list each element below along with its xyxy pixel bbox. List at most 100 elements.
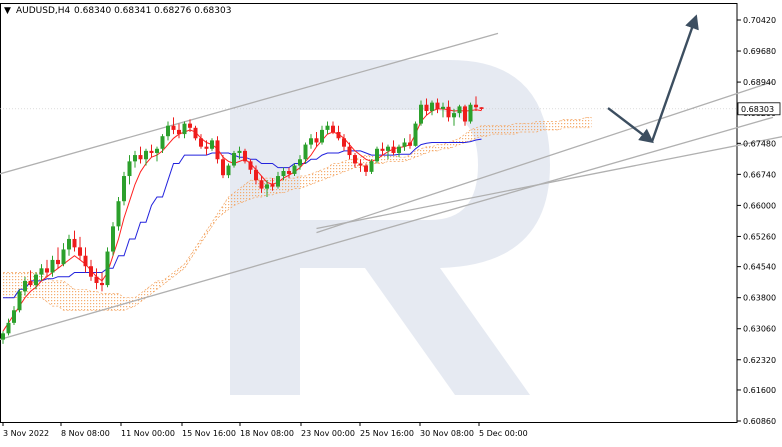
candle bbox=[392, 140, 396, 155]
candle bbox=[397, 145, 401, 158]
candle-body bbox=[353, 155, 357, 163]
candle bbox=[62, 243, 66, 266]
candle-body bbox=[474, 105, 478, 108]
candle-body bbox=[122, 176, 126, 201]
candle bbox=[326, 122, 330, 135]
candle bbox=[243, 149, 247, 164]
current-price-label: 0.68303 bbox=[741, 105, 774, 114]
candle-body bbox=[199, 138, 203, 146]
candle-body bbox=[73, 239, 77, 247]
forecast-arrows bbox=[608, 17, 696, 142]
candle bbox=[337, 126, 341, 141]
candle-body bbox=[337, 132, 341, 138]
candle bbox=[430, 101, 434, 116]
candle bbox=[177, 124, 181, 139]
candle bbox=[67, 235, 71, 256]
candle-body bbox=[232, 153, 236, 166]
y-tick-label: 0.63060 bbox=[743, 325, 776, 334]
candle-body bbox=[78, 247, 82, 255]
candle bbox=[403, 138, 407, 151]
candle bbox=[309, 134, 313, 149]
y-tick-label: 0.60860 bbox=[743, 417, 776, 426]
candle bbox=[18, 289, 22, 312]
candle bbox=[128, 155, 132, 184]
candle bbox=[348, 142, 352, 159]
x-tick-label: 8 Nov 08:00 bbox=[61, 429, 110, 438]
header-triangle[interactable]: ▼ bbox=[4, 6, 11, 16]
candle-body bbox=[12, 310, 16, 323]
candle-body bbox=[183, 124, 187, 134]
x-tick-label: 11 Nov 00:00 bbox=[121, 429, 175, 438]
x-tick-label: 23 Nov 00:00 bbox=[301, 429, 355, 438]
candle-body bbox=[172, 126, 176, 130]
candle-body bbox=[139, 155, 143, 159]
candle-body bbox=[463, 106, 467, 121]
candle-body bbox=[56, 260, 60, 264]
candle-body bbox=[155, 149, 159, 153]
candle-body bbox=[309, 138, 313, 144]
candle bbox=[161, 134, 165, 153]
candle-body bbox=[447, 107, 451, 117]
ohlc-values: 0.68340 0.68341 0.68276 0.68303 bbox=[74, 6, 231, 16]
candle bbox=[210, 138, 214, 151]
candle-body bbox=[95, 277, 99, 283]
y-tick-label: 0.61600 bbox=[743, 386, 776, 395]
y-tick-label: 0.67480 bbox=[743, 139, 776, 148]
candle bbox=[469, 103, 473, 124]
candle-body bbox=[414, 124, 418, 146]
candle-body bbox=[392, 147, 396, 153]
candle-body bbox=[458, 106, 462, 113]
forecast-arrow-1 bbox=[608, 108, 652, 142]
y-tick-label: 0.64540 bbox=[743, 263, 776, 272]
candle bbox=[150, 145, 154, 158]
candle bbox=[144, 149, 148, 166]
candle-body bbox=[45, 268, 49, 272]
candle bbox=[12, 306, 16, 325]
candle-body bbox=[166, 126, 170, 136]
y-tick-label: 0.66000 bbox=[743, 201, 776, 210]
candle-body bbox=[238, 151, 242, 153]
candle-body bbox=[194, 128, 198, 138]
candle-body bbox=[315, 138, 319, 142]
candle-body bbox=[23, 281, 27, 291]
candle-body bbox=[370, 161, 374, 171]
candle-body bbox=[210, 140, 214, 148]
candle bbox=[375, 147, 379, 164]
candle-body bbox=[100, 283, 104, 285]
y-tick-label: 0.66740 bbox=[743, 170, 776, 179]
candle-body bbox=[342, 138, 346, 146]
candle-body bbox=[243, 151, 247, 161]
y-tick-label: 0.63800 bbox=[743, 294, 776, 303]
y-tick-label: 0.68940 bbox=[743, 78, 776, 87]
candle-body bbox=[452, 113, 456, 117]
candle bbox=[381, 142, 385, 155]
x-tick-label: 3 Nov 2022 bbox=[3, 429, 49, 438]
chart-header: ▼ AUDUSD,H4 0.68340 0.68341 0.68276 0.68… bbox=[4, 6, 231, 16]
candle-body bbox=[128, 161, 132, 176]
candle bbox=[45, 260, 49, 277]
candle-body bbox=[221, 159, 225, 175]
candle-body bbox=[34, 275, 38, 285]
candle-body bbox=[282, 171, 286, 176]
candle-body bbox=[271, 184, 275, 186]
symbol-timeframe: AUDUSD,H4 bbox=[16, 6, 71, 16]
candle-body bbox=[84, 256, 88, 266]
candle-body bbox=[260, 180, 264, 188]
candle-body bbox=[254, 170, 258, 180]
x-tick-label: 30 Nov 08:00 bbox=[420, 429, 474, 438]
candle-body bbox=[249, 161, 253, 169]
candle-body bbox=[359, 163, 363, 165]
forecast-arrow-2 bbox=[652, 17, 696, 142]
candle bbox=[320, 126, 324, 145]
candle bbox=[183, 122, 187, 139]
candle-body bbox=[67, 239, 71, 249]
candle-body bbox=[106, 252, 110, 286]
candle-body bbox=[51, 260, 55, 273]
candle-body bbox=[320, 130, 324, 143]
candle bbox=[117, 197, 121, 231]
y-tick-label: 0.65260 bbox=[743, 232, 776, 241]
candle-body bbox=[62, 249, 66, 264]
x-tick-label: 25 Nov 16:00 bbox=[360, 429, 414, 438]
candle-body bbox=[276, 176, 280, 186]
